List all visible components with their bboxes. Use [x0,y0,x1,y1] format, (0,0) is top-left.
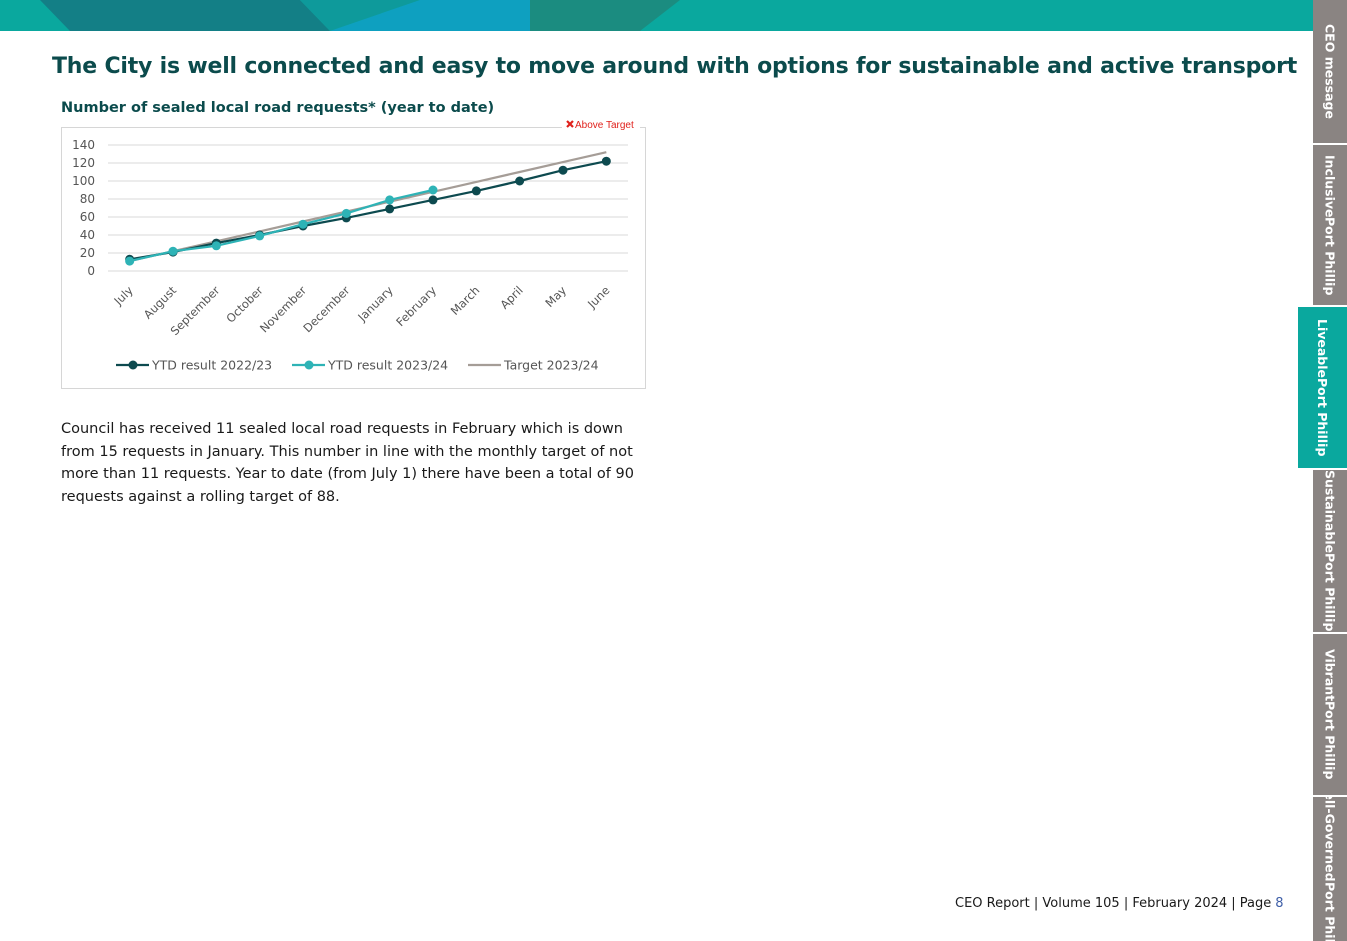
legend-label: Target 2023/24 [503,358,599,373]
tab[interactable]: Sustainable Port Phillip [1313,470,1347,632]
x-tick-label: March [448,283,483,318]
legend-label: YTD result 2023/24 [327,358,448,373]
point [601,156,611,166]
y-tick-label: 140 [72,138,95,152]
y-tick-label: 100 [72,174,95,188]
point [298,219,308,229]
page-number: 8 [1275,896,1284,911]
legend-marker [304,360,314,370]
footer: CEO Report | Volume 105 | February 2024 … [955,896,1284,911]
tab-label: Liveable [1315,318,1330,378]
footer-text: CEO Report | Volume 105 | February 2024 … [955,896,1272,911]
point [515,176,525,186]
tab-label: Well-Governed [1322,797,1338,882]
tab[interactable]: CEO message [1313,0,1347,143]
banner-shape [40,0,330,31]
y-tick-label: 120 [72,156,95,170]
tab[interactable]: Liveable Port Phillip [1298,307,1347,468]
y-tick-label: 60 [80,210,95,224]
x-tick-label: April [497,283,525,311]
point [385,204,395,214]
chart-title: Number of sealed local road requests* (y… [61,100,495,116]
tab-label: Port Phillip [1315,377,1330,457]
x-tick-label: May [542,283,569,310]
y-tick-label: 80 [80,192,95,206]
banner-shape [530,0,680,31]
tab-label: CEO message [1322,24,1338,119]
tab-label: Port Phillip [1322,701,1338,780]
x-tick-label: January [354,283,396,325]
point [558,165,568,175]
y-tick-label: 0 [87,264,95,278]
banner-shape [330,0,530,31]
banner-shape [300,0,420,31]
series-line [129,160,607,261]
tab-label: Vibrant [1322,649,1338,702]
tab-label: Sustainable [1322,470,1338,554]
point [471,186,481,196]
legend-label: YTD result 2022/23 [151,358,272,373]
body-text: Council has received 11 sealed local roa… [61,421,634,505]
annotation: Above Target [562,117,640,133]
tab[interactable]: Inclusive Port Phillip [1313,145,1347,305]
tab-label: Inclusive [1322,154,1338,218]
heading: The City is well connected and easy to m… [52,54,1298,79]
y-tick-label: 40 [80,228,95,242]
banner [0,0,1313,31]
point [125,256,135,266]
tab[interactable]: Well-Governed Port Phillip [1313,797,1347,941]
series-line [129,188,434,263]
chart-frame: 0 20 40 60 80 100 120 140 July August September Oct… [61,127,646,389]
point [385,195,395,205]
x-tick-label: June [584,283,612,311]
point [428,185,438,195]
annotation-text: Above Target [575,120,634,131]
point [428,195,438,205]
x-tick-label: July [111,283,136,308]
tab-label: Port Phillip [1322,553,1338,632]
tab-bar: CEO message Inclusive Port Phillip Liveable… [1298,0,1347,941]
tab[interactable]: Vibrant Port Phillip [1313,634,1347,795]
point [341,208,351,218]
tab-label: Port Phillip [1322,881,1338,941]
point [211,241,221,251]
x-tick-label: February [393,283,439,329]
y-tick-label: 20 [80,246,95,260]
x-tick-label: October [223,283,266,326]
tab-label: Port Phillip [1322,217,1338,296]
point [255,231,265,241]
point [168,246,178,256]
legend-marker [128,360,138,370]
x-tick-label: December [300,283,352,335]
cross-icon [566,120,574,128]
x-tick-label: August [141,283,180,322]
